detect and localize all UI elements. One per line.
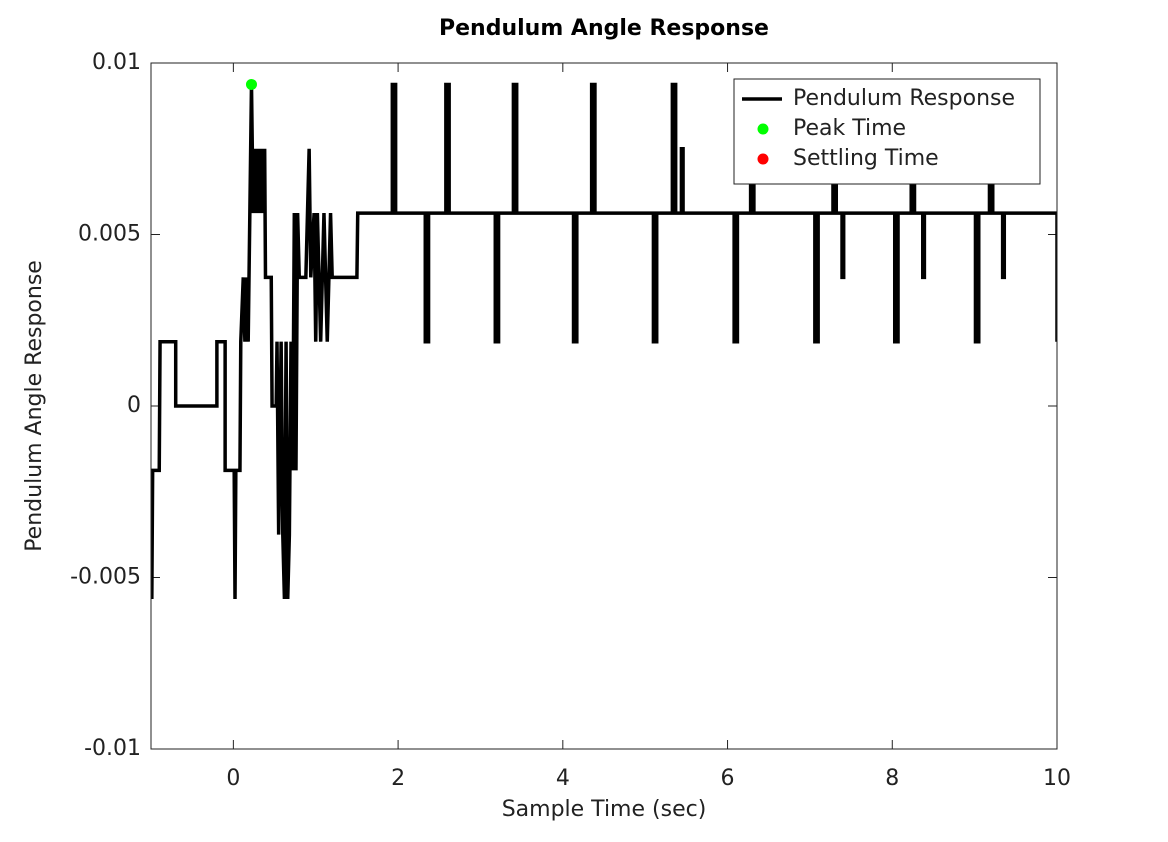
y-tick-label: -0.01 xyxy=(84,736,141,761)
plot-area xyxy=(151,82,1057,599)
legend-label: Settling Time xyxy=(793,146,939,171)
x-tick-label: 2 xyxy=(391,766,405,791)
legend: Pendulum Response Peak Time Settling Time xyxy=(733,78,1041,185)
legend-box xyxy=(733,78,1041,185)
x-tick-label: 10 xyxy=(1043,766,1071,791)
legend-label: Pendulum Response xyxy=(793,86,1015,111)
legend-marker xyxy=(757,123,769,135)
data-line xyxy=(151,82,1057,599)
chart-title: Pendulum Angle Response xyxy=(439,16,769,41)
x-tick-label: 4 xyxy=(556,766,570,791)
x-axis-label: Sample Time (sec) xyxy=(502,797,707,822)
y-tick-label: -0.005 xyxy=(70,565,141,590)
y-tick-label: 0.01 xyxy=(92,50,141,75)
y-tick-label: 0.005 xyxy=(78,222,141,247)
legend-label: Peak Time xyxy=(793,116,906,141)
x-tick-label: 0 xyxy=(226,766,240,791)
legend-marker xyxy=(757,153,769,165)
y-tick-label: 0 xyxy=(127,393,141,418)
axes-box xyxy=(150,62,1058,750)
x-tick-label: 8 xyxy=(885,766,899,791)
x-tick-label: 6 xyxy=(721,766,735,791)
y-axis-label: Pendulum Angle Response xyxy=(22,260,47,552)
marker xyxy=(245,78,257,90)
